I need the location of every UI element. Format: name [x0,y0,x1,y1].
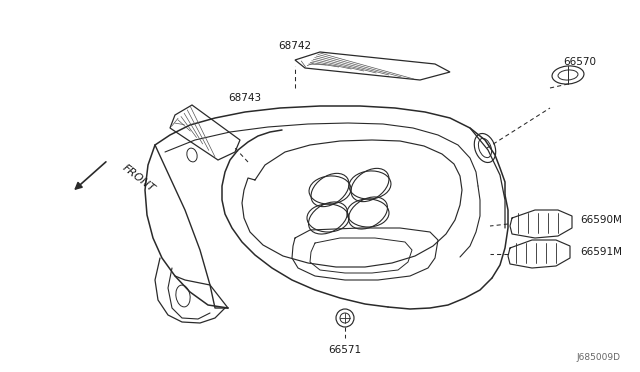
Text: 66591M: 66591M [580,247,622,257]
Text: 68742: 68742 [278,41,312,51]
Text: 68743: 68743 [228,93,262,103]
Text: 66571: 66571 [328,345,362,355]
Text: 66570: 66570 [563,57,596,67]
Text: J685009D: J685009D [576,353,620,362]
Text: FRONT: FRONT [120,162,156,194]
Text: 66590M: 66590M [580,215,622,225]
